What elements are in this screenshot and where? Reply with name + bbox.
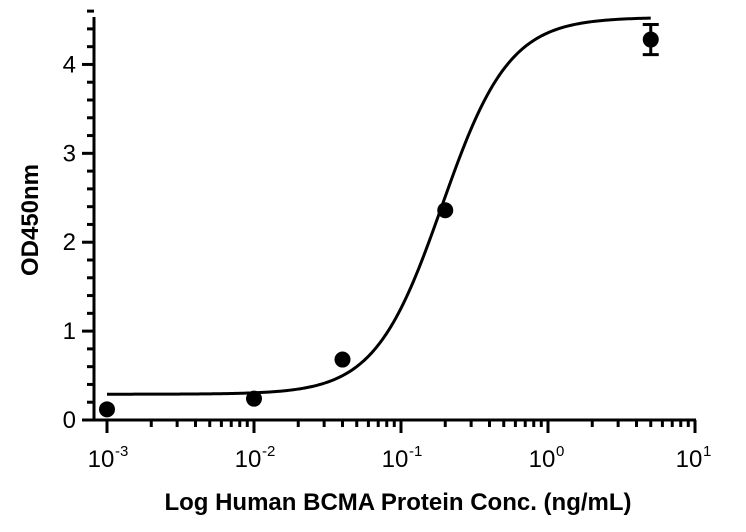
data-points-layer — [99, 22, 659, 418]
y-tick-label: 3 — [63, 140, 76, 167]
data-point — [437, 202, 454, 219]
y-tick-label: 4 — [63, 51, 76, 78]
x-tick-label: 10 — [382, 446, 409, 473]
x-tick-label: 10 — [88, 446, 115, 473]
x-tick-label: 10 — [529, 446, 556, 473]
x-tick-exponent: -1 — [409, 443, 422, 460]
x-tick-label: 10 — [676, 446, 703, 473]
data-point — [246, 390, 262, 407]
y-tick-label: 2 — [63, 229, 76, 256]
fit-curve — [107, 16, 651, 396]
fit-curve-layer — [107, 16, 651, 396]
data-point — [99, 401, 115, 418]
x-axis-title: Log Human BCMA Protein Conc. (ng/mL) — [164, 489, 631, 516]
x-tick-exponent: -3 — [115, 443, 128, 460]
x-tick-label: 10 — [235, 446, 262, 473]
x-tick-exponent: -2 — [262, 443, 275, 460]
x-tick-exponent: 1 — [703, 443, 711, 460]
data-point — [642, 31, 659, 48]
y-tick-label: 0 — [63, 407, 76, 434]
y-axis-title: OD450nm — [17, 164, 44, 276]
x-tick-exponent: 0 — [556, 443, 564, 460]
axes — [82, 9, 697, 433]
data-point — [334, 351, 351, 368]
y-tick-label: 1 — [63, 318, 76, 345]
